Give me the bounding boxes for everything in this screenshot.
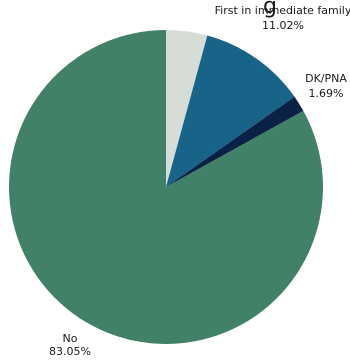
chart-title-fragment: g: [263, 0, 277, 19]
pie-slice-unlabeled: [166, 30, 208, 187]
slice-value-first-in-immediate-family: 11.02%: [262, 19, 304, 32]
pie-slices: [8, 30, 323, 344]
pie-slice-dk-pna: [166, 96, 304, 187]
pie-labels: First in immediate family 11.02% DK/PNA 1.6…: [49, 4, 350, 358]
slice-label-no: No: [63, 332, 78, 345]
slice-value-no: 83.05%: [49, 345, 91, 358]
pie-slice-no: [8, 30, 323, 344]
slice-label-first-in-immediate-family: First in immediate family: [215, 4, 350, 17]
slice-label-dk-pna: DK/PNA: [305, 72, 347, 85]
slice-value-dk-pna: 1.69%: [309, 87, 344, 100]
pie-slice-first-in-immediate-family: [166, 35, 295, 187]
